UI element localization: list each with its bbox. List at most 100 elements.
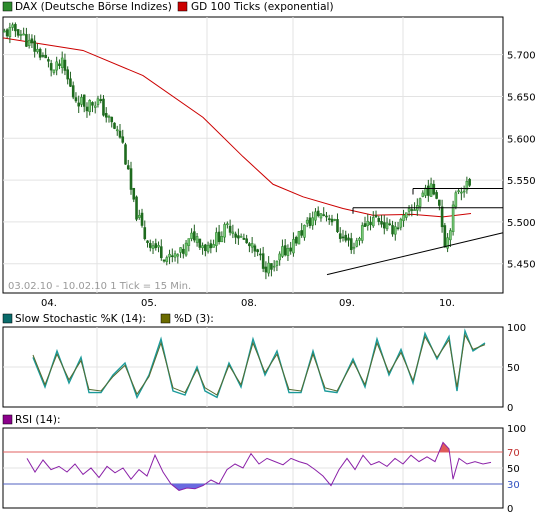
- candle-body: [402, 215, 405, 221]
- rsi-y-tick-label: 50: [507, 464, 520, 475]
- candle-body: [410, 209, 414, 211]
- candle-body: [104, 113, 108, 118]
- legend-label-dax: DAX (Deutsche Börse Indizes): [15, 1, 172, 13]
- candle-body: [355, 240, 359, 247]
- candle-body: [16, 29, 20, 36]
- rsi-fill-layer: [171, 442, 453, 491]
- x-tick-label: 05.: [141, 298, 157, 309]
- candle-body: [193, 231, 196, 241]
- candle-body: [209, 243, 213, 249]
- candle-body: [363, 223, 367, 227]
- candle-body: [407, 208, 411, 212]
- candle-body: [47, 59, 50, 62]
- candle-body: [449, 230, 452, 241]
- candle-body: [38, 48, 42, 58]
- candle-body: [300, 230, 303, 236]
- price-y-tick-label: 5.700: [507, 51, 536, 62]
- candle-body: [443, 225, 447, 248]
- rsi-overbought-fill: [443, 442, 449, 452]
- candle-body: [371, 217, 375, 227]
- rsi-y-tick-label: 70: [507, 448, 520, 459]
- x-tick-label: 09.: [339, 298, 355, 309]
- candle-body: [305, 219, 309, 224]
- candle-body: [391, 225, 394, 235]
- support-trendline: [326, 232, 504, 276]
- stochastic-y-tick-label: 0: [507, 403, 513, 414]
- legend-label-ma: GD 100 Ticks (exponential): [191, 1, 334, 13]
- candle-body: [427, 185, 430, 196]
- legend-label-stoch-k: Slow Stochastic %K (14):: [15, 313, 146, 325]
- candle-body: [294, 237, 298, 244]
- candle-body: [250, 243, 254, 248]
- candle-body: [14, 24, 17, 32]
- candle-body: [99, 99, 103, 102]
- candle-body: [27, 39, 31, 47]
- candle-body: [311, 217, 315, 226]
- candle-body: [468, 179, 471, 186]
- legend-swatch-stoch-d: [160, 313, 171, 324]
- candle-body: [234, 233, 237, 238]
- candle-body: [118, 130, 122, 138]
- candle-body: [248, 243, 251, 247]
- candle-body: [322, 214, 326, 216]
- price-panel-frame: [2, 16, 504, 294]
- x-tick-label: 04.: [41, 298, 57, 309]
- candle-body: [289, 247, 292, 252]
- legend-stochastic: Slow Stochastic %K (14): %D (3):: [2, 313, 214, 325]
- candle-body: [435, 192, 438, 199]
- candle-body: [429, 183, 433, 197]
- candle-body: [25, 34, 28, 47]
- candle-body: [8, 27, 12, 38]
- candle-body: [281, 246, 284, 257]
- candle-body: [451, 204, 455, 232]
- candle-body: [259, 253, 262, 256]
- legend-swatch-stoch-k: [2, 313, 13, 324]
- candle-body: [231, 231, 235, 234]
- candle-body: [460, 191, 463, 194]
- candle-body: [36, 48, 39, 52]
- candle-body: [349, 238, 353, 251]
- candle-body: [336, 219, 339, 233]
- candles-layer: [3, 22, 471, 280]
- candle-body: [360, 225, 364, 241]
- candle-body: [264, 266, 268, 273]
- candle-body: [107, 116, 111, 118]
- candle-body: [132, 187, 136, 200]
- legend-swatch-ma: [177, 1, 188, 12]
- candle-body: [140, 212, 144, 226]
- candle-body: [126, 165, 130, 170]
- rsi-grid: [3, 428, 503, 508]
- candle-body: [91, 102, 94, 106]
- rsi-y-tick-label: 0: [507, 504, 513, 515]
- candle-body: [297, 231, 301, 245]
- candle-body: [11, 24, 14, 28]
- rsi-oversold-fill: [187, 484, 195, 489]
- candle-body: [176, 254, 180, 257]
- candle-body: [204, 244, 207, 252]
- legend-rsi: RSI (14):: [2, 414, 61, 426]
- candle-body: [314, 211, 317, 221]
- candle-body: [74, 97, 78, 102]
- candle-body: [77, 102, 81, 107]
- candle-body: [148, 243, 152, 248]
- price-y-tick-label: 5.450: [507, 260, 536, 271]
- candle-body: [212, 244, 215, 248]
- rsi-overbought-fill: [435, 442, 443, 452]
- stochastic-grid: [3, 327, 503, 407]
- price-grid: [3, 17, 503, 293]
- candle-body: [58, 63, 61, 66]
- candle-body: [129, 168, 133, 190]
- candle-body: [173, 253, 177, 258]
- candle-body: [157, 245, 160, 248]
- legend-label-stoch-d: %D (3):: [174, 313, 214, 325]
- candle-body: [5, 29, 9, 37]
- candle-body: [352, 246, 356, 249]
- stochastic-y-tick-label: 50: [507, 363, 520, 374]
- candle-body: [344, 234, 348, 241]
- candle-body: [93, 105, 97, 108]
- stochastic-y-tick-label: 100: [507, 323, 526, 334]
- candle-body: [393, 226, 397, 235]
- candle-body: [124, 144, 127, 165]
- candle-body: [380, 221, 383, 225]
- candle-body: [215, 232, 218, 246]
